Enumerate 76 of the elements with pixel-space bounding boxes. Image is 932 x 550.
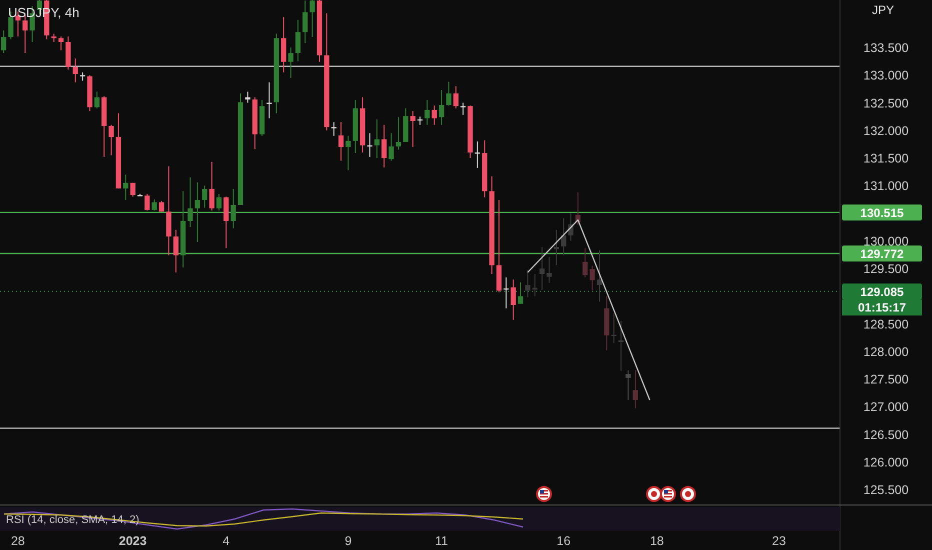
candlestick xyxy=(216,193,222,212)
x-tick-label: 4 xyxy=(222,534,230,548)
y-tick-label: 131.500 xyxy=(863,152,909,166)
candlestick xyxy=(374,118,380,159)
candlestick xyxy=(561,218,566,256)
candlestick xyxy=(202,185,208,208)
candlestick xyxy=(539,246,545,291)
candlestick xyxy=(295,19,301,62)
candlestick xyxy=(460,102,466,116)
candlestick xyxy=(173,229,178,273)
candlestick xyxy=(382,124,387,168)
y-tick-label: 128.500 xyxy=(863,317,909,332)
candlestick xyxy=(331,122,336,136)
candlestick xyxy=(510,279,516,320)
y-tick-label: 126.000 xyxy=(863,455,909,470)
candlestick xyxy=(453,86,458,109)
candlestick xyxy=(632,370,638,409)
candlestick xyxy=(310,0,315,38)
y-axis-title: JPY xyxy=(872,3,894,17)
x-tick-label: 11 xyxy=(435,534,448,548)
candlestick xyxy=(288,47,294,78)
x-tick-label: 28 xyxy=(10,534,25,548)
candlestick xyxy=(410,110,416,148)
candlestick xyxy=(281,16,286,73)
candlestick xyxy=(144,193,150,212)
y-tick-label: 128.000 xyxy=(863,344,909,359)
candlestick xyxy=(518,282,524,304)
candlestick xyxy=(432,105,437,126)
ref-line-label: 130.515 xyxy=(860,206,904,220)
candlestick xyxy=(130,182,136,198)
y-tick-label: 126.500 xyxy=(863,428,909,442)
y-tick-label: 132.500 xyxy=(863,96,909,110)
candlestick xyxy=(396,116,402,150)
y-tick-label: 127.500 xyxy=(863,372,909,387)
y-tick-label: 132.000 xyxy=(863,124,909,138)
candlestick xyxy=(230,188,236,229)
x-tick-label: 23 xyxy=(772,534,786,548)
candlestick xyxy=(546,256,552,284)
candlestick xyxy=(245,91,250,104)
candlestick xyxy=(224,196,229,249)
y-tick-label: 129.500 xyxy=(863,262,909,276)
candlestick xyxy=(338,122,344,162)
candlestick xyxy=(194,182,200,242)
candlestick xyxy=(72,58,78,83)
candlestick xyxy=(123,174,128,201)
x-tick-label: 16 xyxy=(556,534,571,548)
x-tick-label: 18 xyxy=(650,534,664,548)
y-tick-label: 130.000 xyxy=(863,234,909,248)
candlestick xyxy=(446,81,452,106)
y-tick-label: 127.000 xyxy=(863,400,909,414)
candlestick xyxy=(188,176,193,228)
ref-line-label: 129.085 xyxy=(860,284,904,299)
candlestick xyxy=(388,132,394,162)
candlestick xyxy=(108,124,114,156)
candlestick xyxy=(582,248,588,278)
candlestick xyxy=(626,370,631,401)
candlestick xyxy=(94,91,100,109)
x-tick-label: 9 xyxy=(344,534,352,548)
candlestick xyxy=(58,36,64,51)
y-tick-label: 125.500 xyxy=(863,483,909,498)
candlestick xyxy=(302,0,308,44)
y-tick-label: 133.000 xyxy=(863,68,909,83)
candlestick xyxy=(438,90,444,126)
candlestick xyxy=(525,270,530,298)
ref-line-label: 129.772 xyxy=(860,246,904,261)
candlestick xyxy=(346,135,351,171)
candlestick xyxy=(209,161,214,212)
candlestick xyxy=(1,30,6,54)
candlestick xyxy=(424,100,430,126)
y-tick-label: 133.500 xyxy=(863,41,909,56)
x-tick-label: 2023 xyxy=(118,534,147,548)
candlestick xyxy=(590,265,595,292)
text: 01:15:17 xyxy=(858,300,906,314)
candlestick xyxy=(596,250,602,302)
candlestick xyxy=(152,198,157,212)
y-tick-label: 131.000 xyxy=(863,179,909,194)
